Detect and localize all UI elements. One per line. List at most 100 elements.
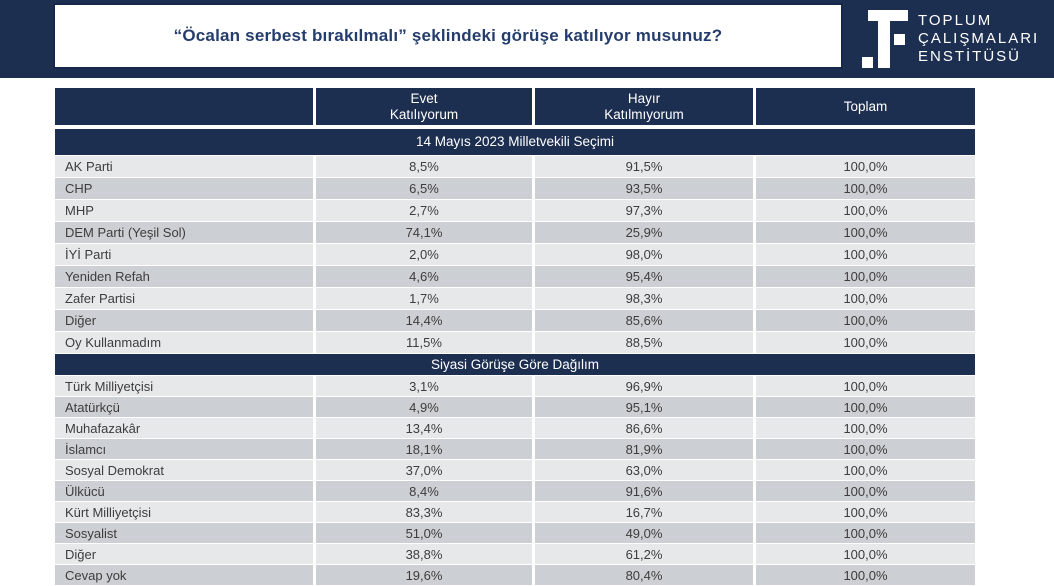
row-value: 74,1% — [316, 222, 532, 243]
row-value: 100,0% — [756, 200, 975, 221]
institute-logo-icon — [862, 10, 908, 68]
row-value: 100,0% — [756, 439, 975, 459]
row-value: 100,0% — [756, 544, 975, 564]
institute-logo-text: TOPLUM ÇALIŞMALARI ENSTİTÜSÜ — [918, 12, 1039, 66]
logo-line-1: TOPLUM — [918, 12, 993, 29]
row-label: Diğer — [55, 544, 313, 564]
table-row: MHP 2,7% 97,3% 100,0% — [55, 200, 975, 221]
row-value: 25,9% — [535, 222, 753, 243]
question-title-box: “Öcalan serbest bırakılmalı” şeklindeki … — [53, 3, 843, 69]
row-value: 18,1% — [316, 439, 532, 459]
row-value: 51,0% — [316, 523, 532, 543]
row-value: 96,9% — [535, 376, 753, 396]
row-value: 100,0% — [756, 418, 975, 438]
row-value: 95,1% — [535, 397, 753, 417]
row-label: Kürt Milliyetçisi — [55, 502, 313, 522]
results-table: Evet Katılıyorum Hayır Katılmıyorum Topl… — [55, 88, 975, 586]
top-banner: “Öcalan serbest bırakılmalı” şeklindeki … — [0, 0, 1054, 78]
row-label: DEM Parti (Yeşil Sol) — [55, 222, 313, 243]
row-value: 14,4% — [316, 310, 532, 331]
row-value: 13,4% — [316, 418, 532, 438]
row-value: 100,0% — [756, 502, 975, 522]
table-row: Diğer 14,4% 85,6% 100,0% — [55, 310, 975, 331]
row-label: AK Parti — [55, 156, 313, 177]
table-row: Sosyal Demokrat 37,0% 63,0% 100,0% — [55, 460, 975, 480]
row-value: 100,0% — [756, 266, 975, 287]
row-value: 88,5% — [535, 332, 753, 353]
table-row: CHP 6,5% 93,5% 100,0% — [55, 178, 975, 199]
row-value: 100,0% — [756, 460, 975, 480]
row-value: 16,7% — [535, 502, 753, 522]
row-label: Zafer Partisi — [55, 288, 313, 309]
row-value: 100,0% — [756, 178, 975, 199]
table-row: Cevap yok 19,6% 80,4% 100,0% — [55, 565, 975, 585]
table-row: AK Parti 8,5% 91,5% 100,0% — [55, 156, 975, 177]
logo-line-3: ENSTİTÜSÜ — [918, 48, 1022, 65]
column-header-hayir: Hayır Katılmıyorum — [535, 88, 753, 125]
row-value: 37,0% — [316, 460, 532, 480]
row-label: CHP — [55, 178, 313, 199]
table-row: Diğer 38,8% 61,2% 100,0% — [55, 544, 975, 564]
row-value: 8,5% — [316, 156, 532, 177]
row-label: Türk Milliyetçisi — [55, 376, 313, 396]
row-label: MHP — [55, 200, 313, 221]
table-row: Ülkücü 8,4% 91,6% 100,0% — [55, 481, 975, 501]
row-value: 100,0% — [756, 222, 975, 243]
section-header: 14 Mayıs 2023 Milletvekili Seçimi — [55, 129, 975, 155]
row-value: 91,6% — [535, 481, 753, 501]
column-header-empty — [55, 88, 313, 125]
table-row: Muhafazakâr 13,4% 86,6% 100,0% — [55, 418, 975, 438]
row-value: 80,4% — [535, 565, 753, 585]
row-label: İslamcı — [55, 439, 313, 459]
row-value: 38,8% — [316, 544, 532, 564]
row-label: Yeniden Refah — [55, 266, 313, 287]
row-value: 98,3% — [535, 288, 753, 309]
row-value: 100,0% — [756, 376, 975, 396]
row-value: 81,9% — [535, 439, 753, 459]
row-value: 2,0% — [316, 244, 532, 265]
row-value: 91,5% — [535, 156, 753, 177]
table-row: Kürt Milliyetçisi 83,3% 16,7% 100,0% — [55, 502, 975, 522]
table-row: İslamcı 18,1% 81,9% 100,0% — [55, 439, 975, 459]
row-label: Atatürkçü — [55, 397, 313, 417]
row-value: 93,5% — [535, 178, 753, 199]
table-row: Oy Kullanmadım 11,5% 88,5% 100,0% — [55, 332, 975, 353]
row-label: Ülkücü — [55, 481, 313, 501]
row-value: 86,6% — [535, 418, 753, 438]
row-value: 100,0% — [756, 310, 975, 331]
row-value: 4,6% — [316, 266, 532, 287]
row-label: Sosyal Demokrat — [55, 460, 313, 480]
table-header-row: Evet Katılıyorum Hayır Katılmıyorum Topl… — [55, 88, 975, 125]
row-value: 2,7% — [316, 200, 532, 221]
row-value: 4,9% — [316, 397, 532, 417]
row-value: 100,0% — [756, 156, 975, 177]
row-value: 85,6% — [535, 310, 753, 331]
row-value: 97,3% — [535, 200, 753, 221]
table-row: Sosyalist 51,0% 49,0% 100,0% — [55, 523, 975, 543]
row-value: 100,0% — [756, 332, 975, 353]
row-label: Oy Kullanmadım — [55, 332, 313, 353]
row-label: Cevap yok — [55, 565, 313, 585]
row-value: 100,0% — [756, 523, 975, 543]
table-row: Türk Milliyetçisi 3,1% 96,9% 100,0% — [55, 376, 975, 396]
row-value: 6,5% — [316, 178, 532, 199]
table-row: Atatürkçü 4,9% 95,1% 100,0% — [55, 397, 975, 417]
section-header: Siyasi Görüşe Göre Dağılım — [55, 354, 975, 375]
row-label: Sosyalist — [55, 523, 313, 543]
row-value: 83,3% — [316, 502, 532, 522]
table-row: DEM Parti (Yeşil Sol) 74,1% 25,9% 100,0% — [55, 222, 975, 243]
row-value: 3,1% — [316, 376, 532, 396]
column-header-evet: Evet Katılıyorum — [316, 88, 532, 125]
row-value: 11,5% — [316, 332, 532, 353]
row-value: 100,0% — [756, 244, 975, 265]
row-value: 100,0% — [756, 565, 975, 585]
row-value: 100,0% — [756, 481, 975, 501]
table-row: Zafer Partisi 1,7% 98,3% 100,0% — [55, 288, 975, 309]
row-value: 98,0% — [535, 244, 753, 265]
institute-logo: TOPLUM ÇALIŞMALARI ENSTİTÜSÜ — [843, 0, 1054, 78]
table-row: İYİ Parti 2,0% 98,0% 100,0% — [55, 244, 975, 265]
row-value: 1,7% — [316, 288, 532, 309]
row-label: İYİ Parti — [55, 244, 313, 265]
row-value: 100,0% — [756, 397, 975, 417]
row-value: 100,0% — [756, 288, 975, 309]
